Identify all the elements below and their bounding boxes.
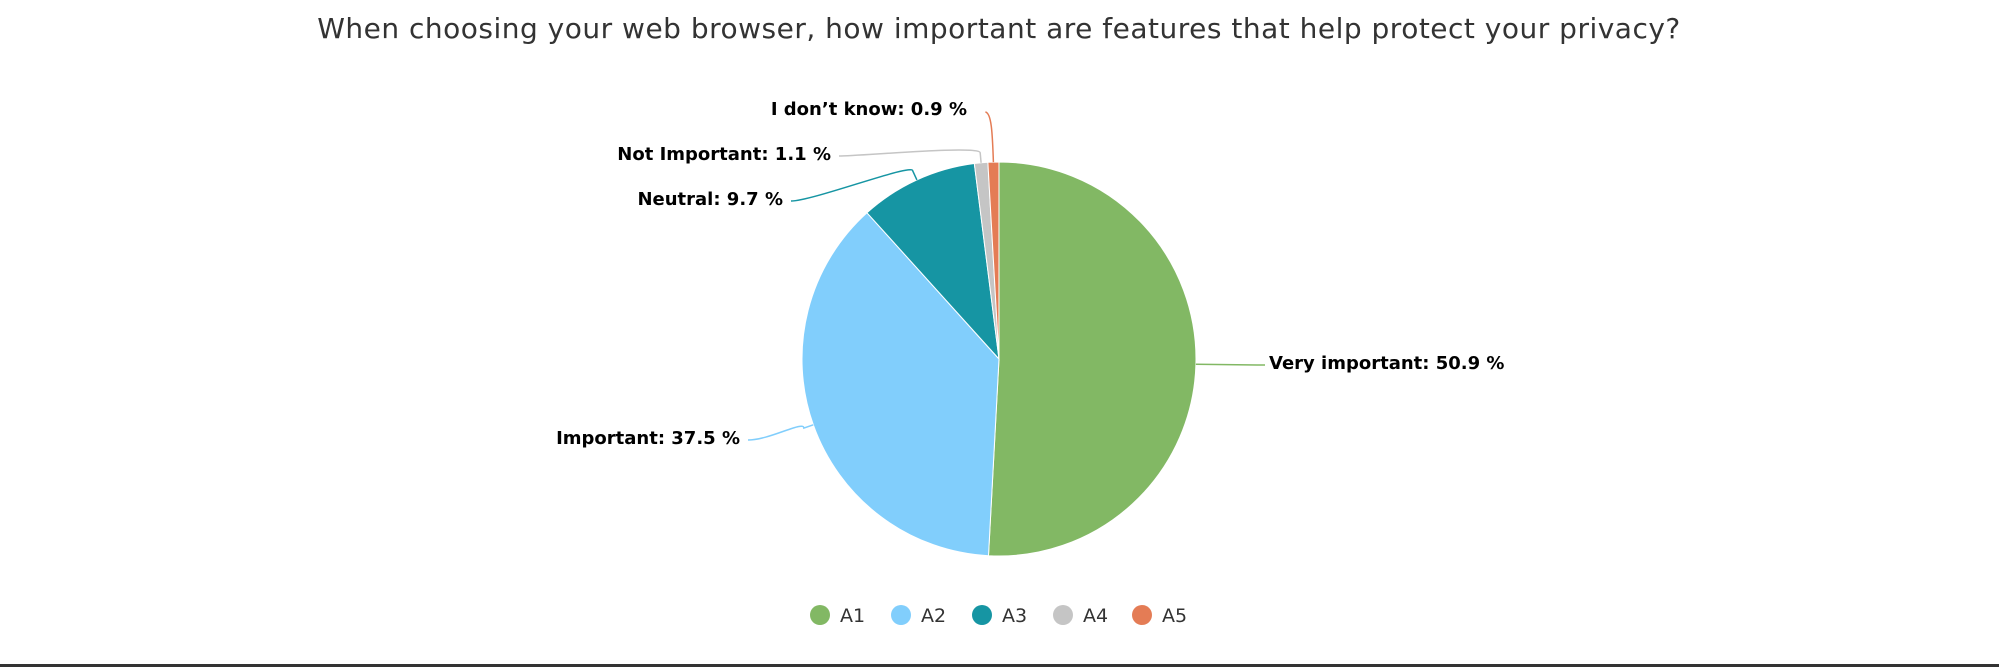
legend-marker-a2 bbox=[891, 605, 911, 625]
data-label-very-important: Very important: 50.9 % bbox=[1269, 353, 1504, 374]
legend-label-a2: A2 bbox=[921, 605, 946, 627]
connector-a3 bbox=[790, 168, 918, 202]
label-connectors bbox=[747, 111, 1265, 441]
legend-label-a1: A1 bbox=[840, 605, 865, 627]
pie-slice-a1[interactable] bbox=[987, 161, 1197, 557]
legend-label-a4: A4 bbox=[1083, 605, 1108, 627]
data-labels: Very important: 50.9 % Important: 37.5 % N… bbox=[556, 99, 1504, 449]
data-label-important: Important: 37.5 % bbox=[556, 428, 740, 449]
chart-title: When choosing your web browser, how impo… bbox=[317, 12, 1681, 45]
legend-item-a2[interactable]: A2 bbox=[891, 605, 946, 627]
connector-a4 bbox=[838, 149, 982, 163]
legend-label-a3: A3 bbox=[1002, 605, 1027, 627]
legend-item-a1[interactable]: A1 bbox=[810, 605, 865, 627]
connector-a2 bbox=[747, 424, 814, 441]
pie-slices bbox=[801, 161, 1197, 557]
legend-marker-a5 bbox=[1132, 605, 1152, 625]
data-label-i-don-t-know: I don’t know: 0.9 % bbox=[771, 99, 967, 120]
legend-marker-a4 bbox=[1053, 605, 1073, 625]
data-label-neutral: Neutral: 9.7 % bbox=[637, 189, 783, 210]
legend-item-a3[interactable]: A3 bbox=[972, 605, 1027, 627]
connector-a5 bbox=[985, 111, 995, 163]
legend-label-a5: A5 bbox=[1162, 605, 1187, 627]
legend: A1 A2 A3 A4 A5 bbox=[810, 605, 1187, 627]
pie-slice-a3[interactable] bbox=[866, 162, 1000, 361]
connector-a1 bbox=[1195, 363, 1265, 366]
data-label-not-important: Not Important: 1.1 % bbox=[617, 144, 831, 165]
pie-slice-a2[interactable] bbox=[801, 212, 1000, 557]
legend-marker-a3 bbox=[972, 605, 992, 625]
legend-item-a5[interactable]: A5 bbox=[1132, 605, 1187, 627]
legend-marker-a1 bbox=[810, 605, 830, 625]
legend-item-a4[interactable]: A4 bbox=[1053, 605, 1108, 627]
bottom-border bbox=[0, 664, 1999, 667]
